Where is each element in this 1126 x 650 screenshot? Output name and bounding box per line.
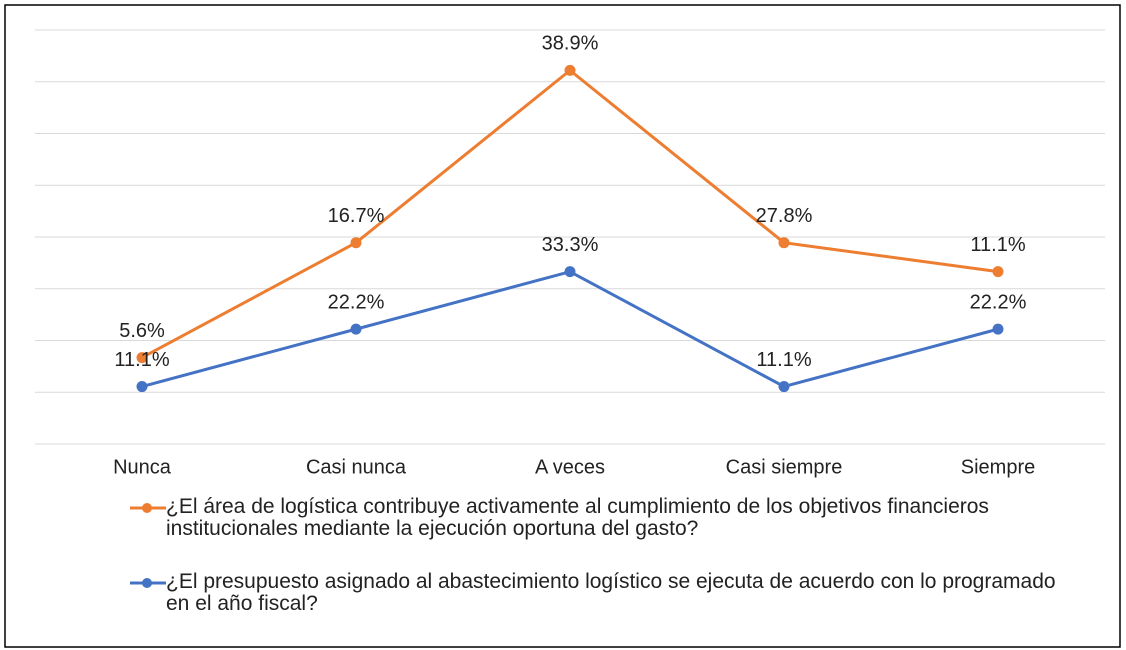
legend-item: ¿El área de logística contribuye activam… [130,496,1090,540]
point [778,237,790,249]
point [992,266,1004,278]
point [564,266,576,278]
data-label: 27.8% [756,205,813,227]
data-label: 11.1% [970,234,1025,256]
x-tick-label: Nunca [113,456,172,478]
x-tick-label: Siempre [961,456,1035,478]
x-tick-label: Casi siempre [726,456,843,478]
point [564,64,576,76]
data-label: 11.1% [756,349,811,371]
legend-label: ¿El área de logística contribuye activam… [166,495,989,540]
data-label: 38.9% [542,33,599,55]
data-label: 22.2% [970,291,1027,313]
legend-key [130,496,166,518]
point [350,237,362,249]
data-label: 16.7% [328,205,385,227]
legend-label: ¿El presupuesto asignado al abastecimien… [166,570,1056,615]
point [778,381,790,393]
x-tick-label: A veces [535,456,605,478]
legend-key [130,571,166,593]
point [136,381,148,393]
data-label: 22.2% [328,291,385,313]
frame [4,4,1121,648]
series-line [141,68,999,359]
data-label: 5.6% [119,320,165,342]
legend-item: ¿El presupuesto asignado al abastecimien… [130,571,1090,615]
point [136,352,148,364]
data-label: 11.1% [114,349,169,371]
x-tick-label: Casi nunca [306,456,407,478]
point [992,323,1004,335]
data-label: 33.3% [542,234,599,256]
point [350,323,362,335]
